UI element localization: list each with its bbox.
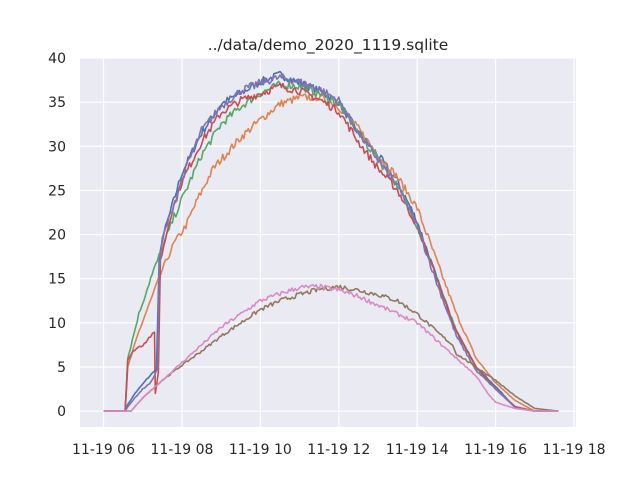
series-line-3 — [103, 82, 559, 412]
x-tick-label-5: 11-19 16 — [464, 442, 527, 458]
y-tick-label-5: 25 — [48, 183, 66, 199]
series-line-4 — [103, 73, 559, 412]
grid-lines — [80, 57, 576, 427]
x-tick-label-4: 11-19 14 — [386, 442, 449, 458]
chart-title: ../data/demo_2020_1119.sqlite — [208, 36, 449, 55]
y-tick-label-7: 35 — [48, 95, 66, 111]
y-tick-label-8: 40 — [48, 51, 66, 67]
x-tick-label-3: 11-19 12 — [307, 442, 370, 458]
y-tick-label-1: 5 — [57, 360, 66, 376]
series-lines — [103, 70, 559, 412]
x-tick-label-2: 11-19 10 — [229, 442, 292, 458]
y-tick-label-6: 30 — [48, 139, 66, 155]
y-tick-label-3: 15 — [48, 272, 66, 288]
x-tick-label-0: 11-19 06 — [72, 442, 135, 458]
y-tick-label-4: 20 — [48, 228, 66, 244]
series-line-6 — [103, 283, 559, 412]
y-tick-label-0: 0 — [57, 404, 66, 420]
y-tick-label-2: 10 — [48, 316, 66, 332]
x-tick-label-6: 11-19 18 — [543, 442, 606, 458]
x-tick-label-1: 11-19 08 — [150, 442, 213, 458]
y-axis-ticks: 0 5 10 15 20 25 30 35 40 — [48, 51, 66, 420]
x-axis-ticks: 11-19 06 11-19 08 11-19 10 11-19 12 11-19 14… — [72, 442, 605, 458]
